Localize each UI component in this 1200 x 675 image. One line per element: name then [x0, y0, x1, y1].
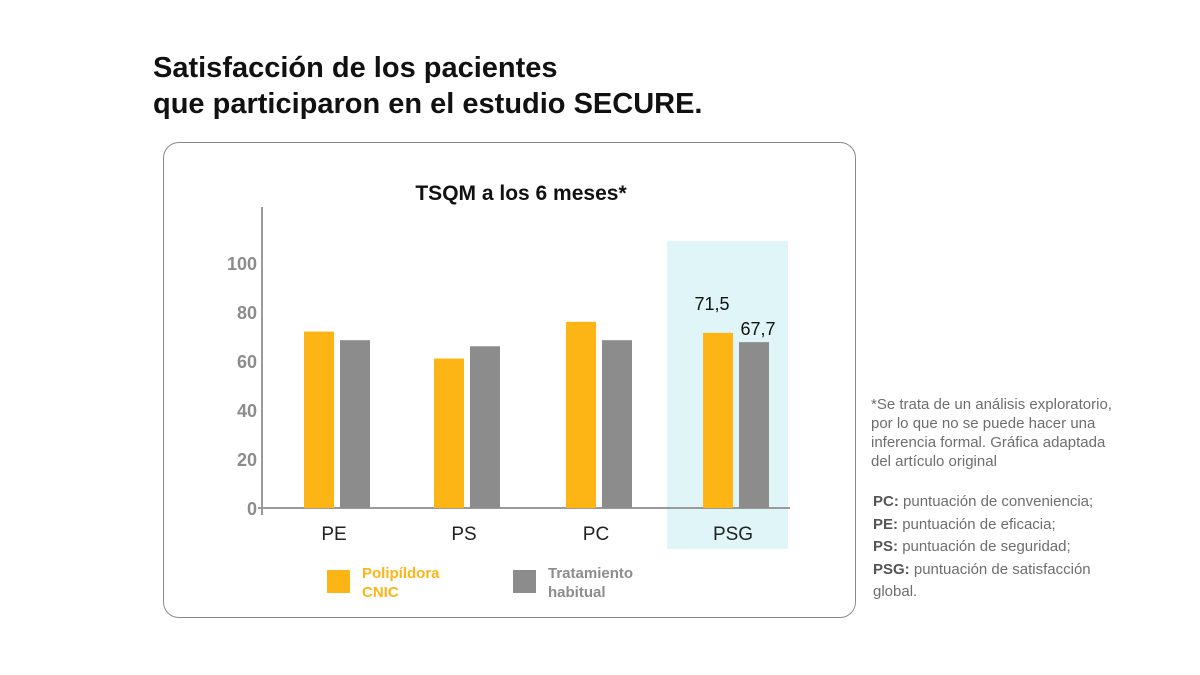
footnote-line: inferencia formal. Gráfica adaptada	[871, 434, 1106, 451]
y-tick-label: 80	[237, 303, 257, 323]
definition-row: PSG: puntuación de satisfacción	[873, 559, 1173, 582]
definition-abbr: PS:	[873, 538, 899, 555]
definition-text: puntuación de seguridad;	[902, 538, 1071, 555]
chart-card: TSQM a los 6 meses* 0 20 40 60 80 100 PE PS PC PSG…	[163, 142, 856, 618]
y-tick-label: 20	[237, 450, 257, 470]
y-tick-label: 100	[227, 254, 257, 274]
footnote-line: por lo que no se puede hacer una	[871, 415, 1096, 432]
bar-polipildora-ps	[434, 358, 464, 508]
data-label: 71,5	[694, 294, 729, 314]
definition-text: puntuación de conveniencia;	[903, 493, 1094, 510]
bar-tratamiento-psg	[739, 342, 769, 508]
legend-swatch	[513, 570, 536, 593]
footnote: *Se trata de un análisis exploratorio, p…	[871, 395, 1171, 471]
legend-label: Tratamiento	[548, 565, 633, 582]
definition-row: PC: puntuación de conveniencia;	[873, 491, 1173, 514]
footnote-line: *Se trata de un análisis exploratorio,	[871, 396, 1112, 413]
x-tick-label: PSG	[713, 524, 753, 545]
chart-title: TSQM a los 6 meses*	[415, 182, 627, 205]
x-tick-label: PE	[321, 524, 346, 545]
bar-tratamiento-pe	[340, 340, 370, 508]
x-tick-label: PC	[583, 524, 609, 545]
title-line-2: que participaron en el estudio SECURE.	[153, 88, 703, 120]
legend-label: Polipíldora	[362, 565, 440, 582]
definition-text: puntuación de satisfacción	[913, 560, 1091, 578]
legend-swatch	[327, 570, 350, 593]
definition-abbr: PE:	[873, 515, 899, 533]
abbreviation-definitions: PC: puntuación de conveniencia; PE: punt…	[873, 491, 1173, 604]
y-tick-label: 0	[247, 499, 257, 519]
definition-abbr: PC:	[873, 493, 899, 510]
page-title: Satisfacción de los pacientes que partic…	[153, 50, 703, 122]
definition-abbr: PSG:	[873, 560, 910, 578]
bar-polipildora-pc	[566, 321, 596, 508]
x-tick-label: PS	[451, 524, 476, 545]
definition-text: puntuación de eficacia;	[902, 515, 1056, 533]
bar-tratamiento-pc	[602, 340, 632, 508]
bar-polipildora-pe	[304, 331, 334, 508]
footnote-line: del artículo original	[871, 453, 997, 470]
bar-polipildora-psg	[703, 332, 733, 508]
definition-row: PE: puntuación de eficacia;	[873, 514, 1173, 537]
legend-label: CNIC	[362, 584, 399, 601]
definition-row: PS: puntuación de seguridad;	[873, 536, 1173, 559]
y-tick-label: 40	[237, 401, 257, 421]
title-line-1: Satisfacción de los pacientes	[153, 52, 558, 84]
bar-tratamiento-ps	[470, 346, 500, 508]
legend-label: habitual	[548, 584, 606, 601]
definition-tail: global.	[873, 583, 918, 600]
y-tick-label: 60	[237, 352, 257, 372]
bar-chart: TSQM a los 6 meses* 0 20 40 60 80 100 PE PS PC PSG…	[227, 182, 790, 601]
data-label: 67,7	[740, 319, 775, 339]
